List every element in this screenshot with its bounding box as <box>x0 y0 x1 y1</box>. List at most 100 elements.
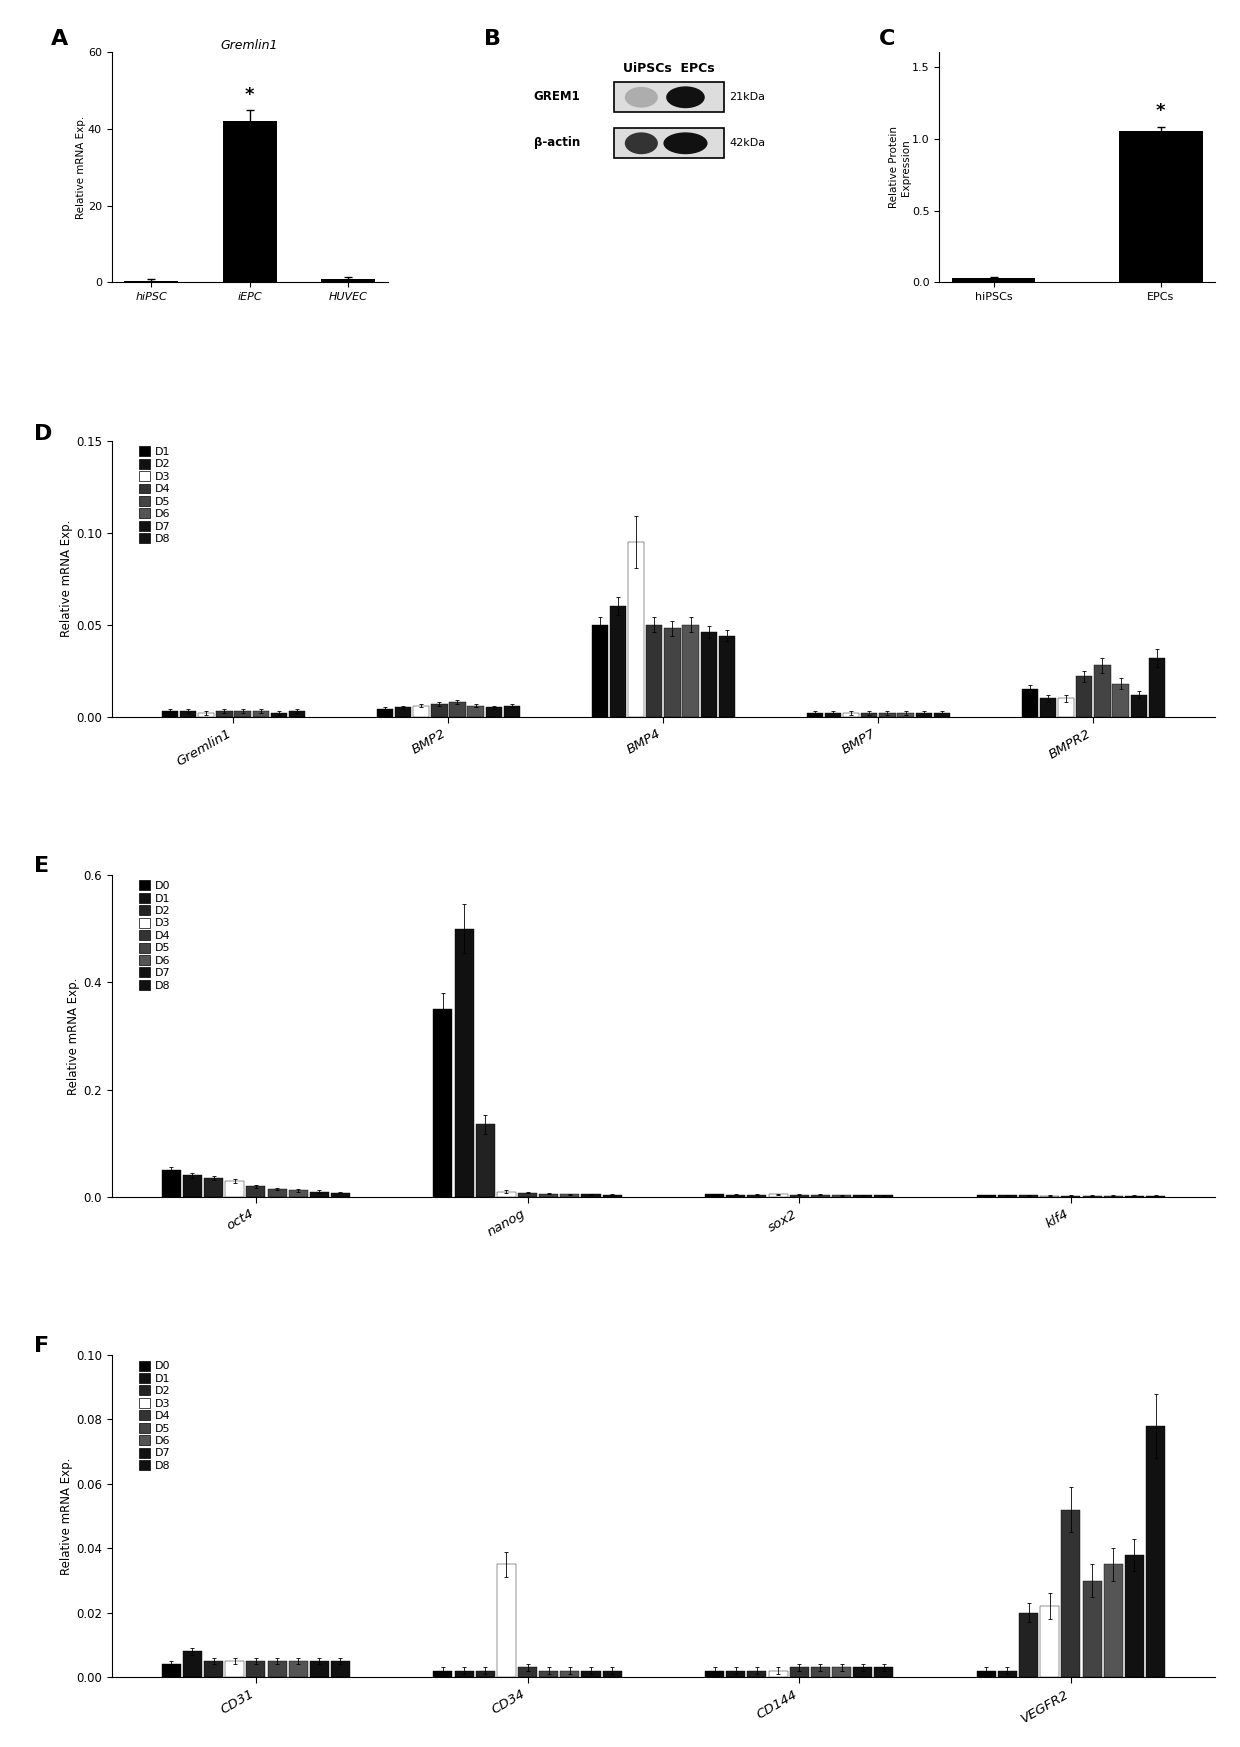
Text: A: A <box>51 30 68 49</box>
Bar <box>807 713 823 716</box>
Bar <box>184 1176 202 1197</box>
Bar <box>455 1670 474 1677</box>
Bar <box>486 708 502 716</box>
Bar <box>719 636 735 716</box>
Bar <box>614 82 724 112</box>
Legend: D0, D1, D2, D3, D4, D5, D6, D7, D8: D0, D1, D2, D3, D4, D5, D6, D7, D8 <box>139 1361 170 1471</box>
Text: E: E <box>35 856 50 875</box>
Bar <box>1083 1581 1101 1677</box>
Bar <box>1148 659 1166 716</box>
Bar <box>253 711 269 716</box>
Bar <box>1040 1605 1059 1677</box>
Bar <box>247 1186 265 1197</box>
Bar <box>1125 1555 1143 1677</box>
Bar <box>161 1170 181 1197</box>
Bar <box>934 713 950 716</box>
Ellipse shape <box>625 133 658 154</box>
Bar <box>124 281 179 283</box>
Text: GREM1: GREM1 <box>533 89 580 103</box>
Bar <box>268 1190 286 1197</box>
Bar <box>790 1195 808 1197</box>
Bar <box>216 711 233 716</box>
Text: β-actin: β-actin <box>533 136 580 148</box>
Bar <box>560 1670 579 1677</box>
Bar <box>1061 1509 1080 1677</box>
Bar <box>627 542 645 716</box>
Bar <box>310 1661 329 1677</box>
Bar <box>432 704 448 716</box>
Text: B: B <box>484 30 501 49</box>
Bar <box>727 1670 745 1677</box>
Bar <box>665 629 681 716</box>
Bar <box>394 708 412 716</box>
Legend: D0, D1, D2, D3, D4, D5, D6, D7, D8: D0, D1, D2, D3, D4, D5, D6, D7, D8 <box>139 880 170 991</box>
Bar <box>748 1195 766 1197</box>
Bar <box>874 1667 893 1677</box>
Bar <box>603 1670 621 1677</box>
Bar <box>321 278 374 283</box>
Bar <box>977 1670 996 1677</box>
Bar <box>790 1667 808 1677</box>
Bar <box>582 1195 600 1197</box>
Text: D: D <box>35 425 53 444</box>
Bar <box>811 1195 830 1197</box>
Bar <box>614 128 724 159</box>
Y-axis label: Relative mRNA Exp.: Relative mRNA Exp. <box>60 1457 73 1574</box>
Bar <box>289 1190 308 1197</box>
Bar <box>1118 131 1203 283</box>
Bar <box>591 625 608 716</box>
Text: UiPSCs  EPCs: UiPSCs EPCs <box>624 61 714 75</box>
Bar <box>497 1564 516 1677</box>
Bar <box>476 1670 495 1677</box>
Bar <box>811 1667 830 1677</box>
Bar <box>222 122 277 283</box>
Ellipse shape <box>666 86 704 108</box>
Bar <box>1058 699 1074 716</box>
Bar <box>1146 1426 1166 1677</box>
Y-axis label: Relative Protein
Expression: Relative Protein Expression <box>889 126 910 208</box>
Bar <box>331 1661 350 1677</box>
Bar <box>898 713 914 716</box>
Bar <box>434 1670 453 1677</box>
Bar <box>853 1667 872 1677</box>
Bar <box>331 1193 350 1197</box>
Bar <box>1022 688 1038 716</box>
Text: C: C <box>879 30 895 49</box>
Bar <box>310 1191 329 1197</box>
Bar <box>1104 1564 1122 1677</box>
Bar <box>748 1670 766 1677</box>
Bar <box>1019 1612 1038 1677</box>
Bar <box>998 1670 1017 1677</box>
Bar <box>434 1010 453 1197</box>
Bar <box>449 702 466 716</box>
Bar <box>861 713 878 716</box>
Y-axis label: Relative mRNA Exp.: Relative mRNA Exp. <box>67 977 81 1095</box>
Bar <box>539 1670 558 1677</box>
Bar <box>268 1661 286 1677</box>
Bar <box>603 1195 621 1197</box>
Bar <box>180 711 196 716</box>
Bar <box>1112 683 1128 716</box>
Bar <box>769 1195 787 1197</box>
Bar <box>234 711 250 716</box>
Text: 42kDa: 42kDa <box>729 138 766 148</box>
Bar <box>769 1670 787 1677</box>
Bar <box>455 928 474 1197</box>
Legend: D1, D2, D3, D4, D5, D6, D7, D8: D1, D2, D3, D4, D5, D6, D7, D8 <box>139 445 170 543</box>
Bar <box>1094 666 1111 716</box>
Bar <box>610 606 626 716</box>
Text: F: F <box>35 1336 50 1356</box>
Bar <box>289 1661 308 1677</box>
Title: Gremlin1: Gremlin1 <box>221 40 278 52</box>
Bar <box>247 1661 265 1677</box>
Bar <box>646 625 662 716</box>
Y-axis label: Relative mRNA Exp.: Relative mRNA Exp. <box>60 521 73 638</box>
Bar <box>161 1665 181 1677</box>
Bar <box>467 706 484 716</box>
Bar <box>226 1181 244 1197</box>
Bar <box>476 1125 495 1197</box>
Bar <box>503 706 520 716</box>
Bar <box>915 713 932 716</box>
Bar <box>832 1667 851 1677</box>
Bar <box>701 632 717 716</box>
